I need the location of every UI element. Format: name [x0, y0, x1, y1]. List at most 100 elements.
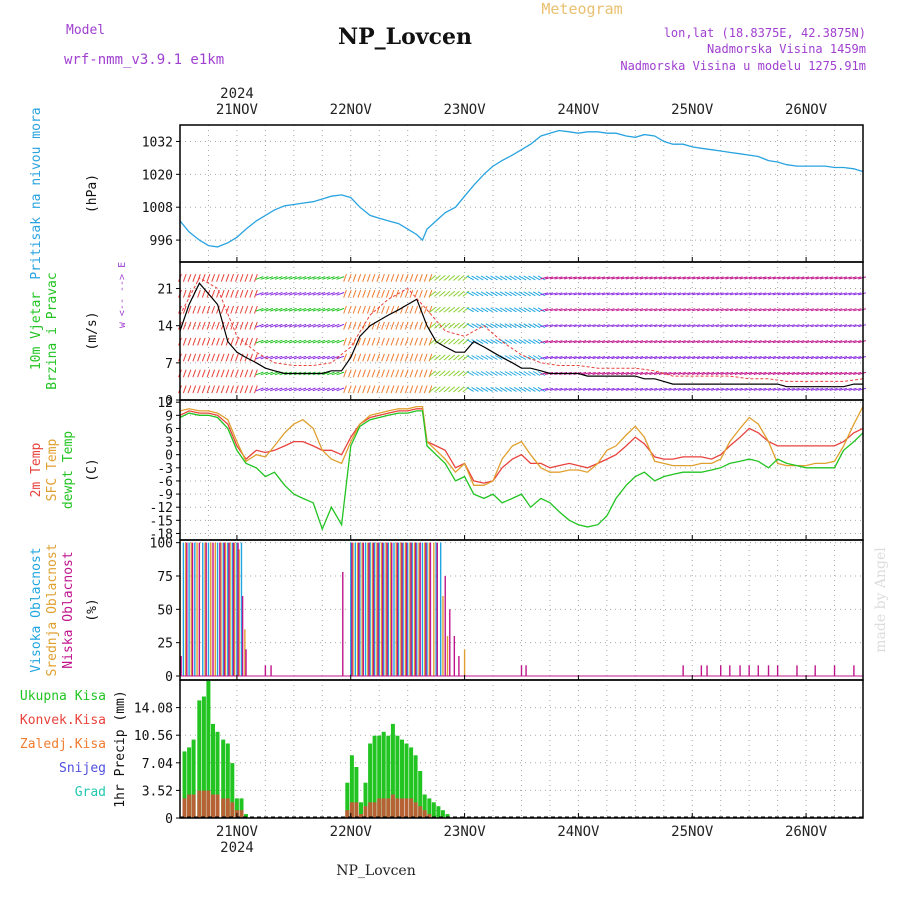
wind-arrow [443, 275, 451, 281]
wind-arrow [352, 369, 357, 378]
wind-arrow [532, 307, 541, 313]
wind-arrow [582, 308, 591, 312]
wind-arrow [448, 306, 456, 313]
wind-arrow [518, 339, 527, 345]
wind-arrow [428, 289, 433, 298]
wind-arrow [597, 324, 606, 328]
wind-arrow [331, 323, 340, 328]
wind-arrow [409, 321, 414, 330]
wind-arrow [711, 356, 720, 360]
wind-arrow [582, 387, 591, 391]
wind-arrow [810, 292, 819, 296]
wind-arrow [220, 321, 225, 330]
wind-arrow [255, 387, 264, 392]
wind-arrow [663, 292, 672, 296]
wind-arrow [549, 356, 558, 360]
wind-arrow [409, 289, 414, 298]
precip-bar-total [244, 814, 248, 818]
wind-arrow [480, 307, 489, 313]
wind-arrow [307, 339, 316, 344]
wind-arrow [829, 356, 838, 360]
y-tick-label: -18 [150, 527, 173, 542]
wind-arrow [630, 387, 639, 391]
wind-arrow [357, 274, 362, 282]
wind-arrow [725, 371, 734, 375]
precip-bar-total [191, 739, 196, 818]
wind-arrow [853, 324, 862, 328]
wind-arrow [853, 340, 862, 344]
wind-arrow [706, 340, 715, 344]
wind-arrow [858, 340, 867, 344]
wind-arrow [438, 322, 446, 329]
wind-arrow [815, 387, 824, 391]
wind-arrow [298, 355, 307, 360]
wind-arrow [270, 292, 278, 296]
wind-arrow [611, 356, 620, 360]
wind-arrow [331, 387, 340, 392]
wind-arrow [744, 387, 753, 391]
wind-arrow [734, 292, 743, 296]
wind-arrow [288, 292, 297, 296]
wind-arrow [824, 371, 833, 375]
wind-arrow [298, 339, 307, 344]
wind-arrow [312, 387, 321, 392]
wind-arrow [639, 276, 648, 280]
footer-station: NP_Lovcen [336, 863, 415, 879]
wind-arrow [509, 355, 517, 360]
wind-arrow [687, 387, 696, 391]
wind-arrow [582, 356, 591, 360]
wind-arrow [197, 321, 201, 330]
wind-arrow [673, 308, 682, 312]
wind-arrow [815, 371, 824, 375]
wind-arrow [182, 353, 187, 362]
wind-arrow [682, 292, 691, 296]
wind-arrow [810, 340, 819, 344]
wind-arrow [839, 356, 848, 360]
precip-bar-total [440, 810, 445, 818]
wind-arrow [312, 323, 321, 328]
wind-arrow [692, 324, 701, 328]
wind-arrow [404, 289, 409, 298]
wind-arrow [786, 324, 795, 328]
precip-bar-conv [395, 798, 400, 818]
wind-arrow [293, 307, 302, 312]
wind-arrow [673, 324, 682, 328]
wind-arrow [201, 353, 206, 362]
wind-arrow [480, 291, 489, 297]
wind-arrow [692, 371, 701, 375]
wind-arrow [616, 356, 625, 360]
precip-bar-conv [349, 802, 354, 818]
wind-arrow [791, 356, 800, 360]
wind-arrow [649, 276, 658, 280]
wind-arrow [820, 324, 829, 328]
wind-arrow [620, 387, 629, 391]
wind-arrow [654, 324, 663, 328]
wind-arrow [249, 274, 253, 282]
wind-arrow [673, 356, 682, 360]
wind-arrow [777, 340, 786, 344]
wind-arrow [748, 308, 757, 312]
wind-arrow [485, 323, 493, 329]
wind-arrow [734, 340, 743, 344]
wind-arrow [274, 307, 283, 312]
precip-bar-total [187, 747, 192, 818]
precip-bar-conv [427, 814, 432, 818]
wind-arrow [706, 308, 715, 312]
wind-arrow [763, 340, 772, 344]
wind-arrow [385, 289, 390, 298]
wind-arrow [663, 308, 672, 312]
wind-arrow [206, 305, 211, 314]
wind-arrow [428, 274, 433, 282]
day-label-top: 22NOV [330, 102, 373, 118]
wind-arrow [404, 385, 409, 394]
precip-bar-conv [201, 790, 206, 818]
wind-arrow [706, 387, 715, 391]
wind-arrow [658, 324, 667, 328]
wind-arrow [336, 292, 345, 296]
wind-arrow [235, 353, 239, 362]
wind-arrow [748, 340, 757, 344]
wind-arrow [597, 276, 606, 280]
wind-arrow [371, 353, 376, 362]
wind-arrow [834, 356, 843, 360]
wind-arrow [270, 339, 278, 344]
